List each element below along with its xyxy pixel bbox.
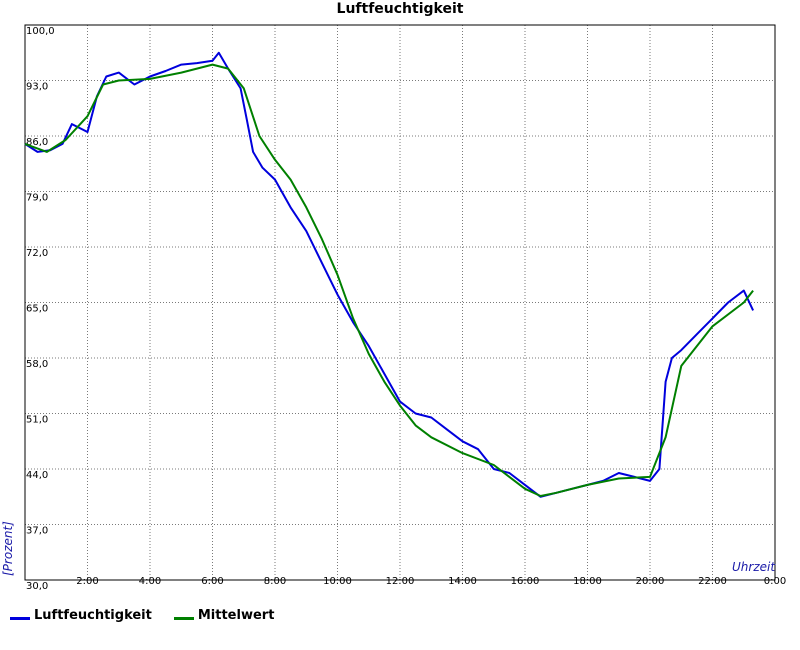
y-tick-label: 58,0	[26, 359, 48, 370]
y-tick-label: 86,0	[26, 137, 48, 148]
grid	[25, 25, 775, 580]
y-tick-label: 51,0	[26, 415, 48, 426]
plot-frame	[24, 24, 776, 581]
x-tick-label: 14:00	[448, 576, 477, 587]
legend-label-mean: Mittelwert	[197, 608, 275, 623]
y-axis-label: [Prozent]	[1, 521, 15, 576]
legend-swatch-humidity	[10, 617, 30, 620]
y-axis-ticks: 30,0 37,0 44,0 51,0 58,0 65,0 72,0 79,0 86,0 93,0…	[26, 26, 55, 592]
x-axis-ticks: 2:00 4:00 6:00 8:00 10:00 12:00 14:00 16:00 18:0…	[76, 576, 786, 587]
x-tick-label: 22:00	[698, 576, 727, 587]
chart-title: Luftfeuchtigkeit	[337, 1, 464, 17]
legend: Luftfeuchtigkeit Mittelwert	[10, 608, 274, 623]
legend-item-mean: Mittelwert	[173, 608, 275, 623]
x-tick-label: 18:00	[573, 576, 602, 587]
x-tick-label: 6:00	[201, 576, 223, 587]
series-line-mean	[24, 63, 754, 497]
y-tick-label: 79,0	[26, 193, 48, 204]
x-tick-label: 10:00	[323, 576, 352, 587]
series-line-humidity	[24, 51, 755, 498]
x-tick-label: 4:00	[139, 576, 161, 587]
series-layer	[24, 51, 755, 498]
x-tick-label: 20:00	[636, 576, 665, 587]
y-tick-label: 72,0	[26, 248, 48, 259]
x-tick-label: 2:00	[76, 576, 98, 587]
x-tick-label: 0:00	[764, 576, 786, 587]
y-tick-label: 100,0	[26, 26, 55, 37]
y-tick-label: 93,0	[26, 82, 48, 93]
legend-swatch-mean	[173, 617, 194, 620]
legend-label-humidity: Luftfeuchtigkeit	[34, 608, 152, 623]
legend-item-humidity: Luftfeuchtigkeit	[10, 608, 152, 623]
y-tick-label: 30,0	[26, 581, 48, 592]
y-tick-label: 44,0	[26, 470, 48, 481]
x-axis-label: Uhrzeit	[732, 560, 776, 574]
x-tick-label: 12:00	[386, 576, 415, 587]
y-tick-label: 37,0	[26, 526, 48, 537]
x-tick-label: 8:00	[264, 576, 286, 587]
x-tick-label: 16:00	[511, 576, 540, 587]
y-tick-label: 65,0	[26, 304, 48, 315]
